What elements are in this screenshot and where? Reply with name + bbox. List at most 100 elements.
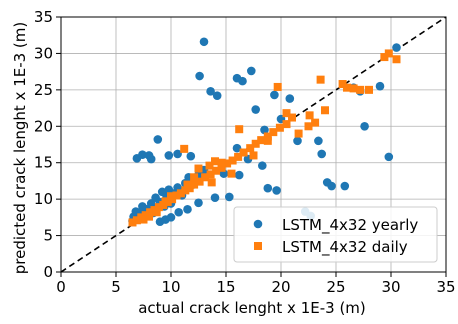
- x-tick-label: 0: [56, 278, 66, 296]
- y-tick-label: 25: [34, 81, 53, 99]
- data-point: [164, 151, 174, 160]
- data-point: [194, 164, 203, 173]
- data-point: [206, 87, 215, 96]
- data-point: [263, 132, 272, 141]
- data-point: [270, 90, 279, 100]
- y-axis-ticks: 0 5 10 15 20 25 30 35: [34, 8, 61, 281]
- data-point: [139, 215, 148, 224]
- data-point: [146, 154, 156, 164]
- data-point: [180, 144, 189, 153]
- data-point: [263, 183, 273, 193]
- data-point: [212, 166, 221, 175]
- data-point: [234, 170, 244, 180]
- data-point: [146, 208, 155, 217]
- data-point: [217, 163, 226, 172]
- x-tick-label: 5: [111, 278, 121, 296]
- data-point: [356, 85, 365, 94]
- data-point: [282, 120, 291, 129]
- data-point: [161, 197, 170, 206]
- data-point: [392, 55, 401, 64]
- data-point: [194, 198, 203, 208]
- x-tick-label: 25: [326, 278, 345, 296]
- data-point: [251, 105, 260, 114]
- data-point: [201, 173, 210, 182]
- data-point: [239, 148, 248, 157]
- data-point: [227, 169, 236, 178]
- legend-marker-yearly: [253, 219, 263, 229]
- data-point: [343, 83, 351, 92]
- data-point: [166, 213, 176, 222]
- x-axis-ticks: 0 5 10 15 20 25 30 35: [56, 272, 456, 296]
- data-point: [317, 149, 327, 159]
- y-tick-label: 0: [43, 263, 53, 281]
- y-tick-label: 5: [43, 227, 53, 245]
- data-point: [176, 189, 185, 198]
- plot-frame: [60, 16, 447, 273]
- data-point: [181, 186, 190, 195]
- data-point: [152, 208, 161, 217]
- data-point: [247, 66, 256, 76]
- data-point: [173, 149, 182, 159]
- data-point: [340, 181, 350, 191]
- y-tick-label: 20: [34, 117, 53, 135]
- data-point: [305, 111, 314, 120]
- data-point: [154, 203, 163, 212]
- y-axis-label: predicted crack lenght x 1E-3 (m): [11, 22, 29, 275]
- data-point: [282, 109, 291, 118]
- data-point: [146, 199, 156, 208]
- data-point: [145, 212, 153, 221]
- data-point: [338, 80, 347, 89]
- data-point: [206, 170, 215, 179]
- data-point: [199, 37, 209, 47]
- data-point: [223, 159, 232, 168]
- y-tick-label: 35: [34, 8, 53, 26]
- data-point: [183, 180, 192, 189]
- data-point: [321, 106, 329, 115]
- data-point: [311, 118, 320, 127]
- data-point: [263, 136, 272, 145]
- data-point: [304, 122, 313, 131]
- data-point: [269, 128, 278, 137]
- data-point: [153, 135, 163, 144]
- data-point: [190, 180, 199, 189]
- data-point: [260, 125, 269, 135]
- data-point: [327, 181, 336, 191]
- data-point: [234, 152, 243, 161]
- legend-marker-daily: [254, 242, 262, 250]
- legend: LSTM_4x32 yearly LSTM_4x32 daily: [233, 206, 438, 263]
- axes: [60, 16, 447, 273]
- data-point: [384, 152, 394, 162]
- x-tick-label: 15: [216, 278, 235, 296]
- data-point: [172, 191, 181, 200]
- data-point: [211, 157, 219, 166]
- y-tick-label: 10: [34, 190, 53, 208]
- data-point: [186, 151, 196, 161]
- x-axis-label: actual crack lenght x 1E-3 (m): [138, 299, 366, 317]
- data-point: [212, 91, 222, 100]
- data-point: [365, 85, 373, 94]
- data-point: [360, 121, 369, 131]
- data-point: [272, 186, 281, 195]
- data-point: [258, 161, 267, 170]
- data-point: [167, 192, 175, 201]
- data-point: [392, 43, 401, 52]
- data-point: [273, 82, 282, 91]
- legend-label-yearly: LSTM_4x32 yearly: [282, 216, 418, 235]
- data-point: [349, 84, 358, 93]
- data-point: [174, 207, 183, 217]
- data-point: [228, 156, 237, 165]
- data-point: [205, 161, 214, 170]
- data-point: [238, 76, 247, 86]
- x-tick-label: 10: [161, 278, 180, 296]
- data-point: [314, 136, 323, 146]
- legend-label-daily: LSTM_4x32 daily: [282, 238, 408, 257]
- data-point: [251, 139, 260, 148]
- data-point: [210, 193, 220, 202]
- data-point: [235, 125, 244, 134]
- data-point: [316, 75, 325, 84]
- data-point: [375, 81, 385, 91]
- data-point: [294, 129, 303, 138]
- data-point: [132, 216, 141, 225]
